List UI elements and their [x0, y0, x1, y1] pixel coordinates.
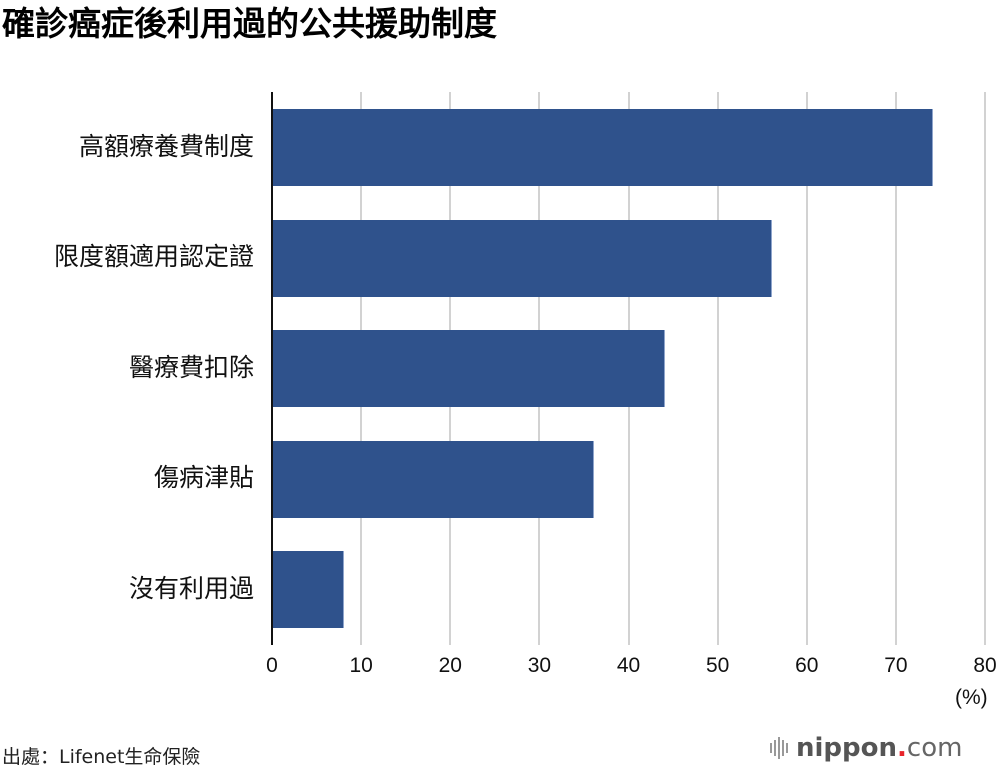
- x-tick-label: 30: [527, 654, 552, 677]
- y-axis-line: [271, 92, 273, 645]
- logo-tld: com: [906, 733, 963, 763]
- gridline: [894, 92, 897, 645]
- gridline: [984, 92, 986, 645]
- bar-1: [272, 219, 773, 297]
- gridline: [716, 92, 719, 645]
- gridline: [805, 92, 808, 645]
- x-tick-label: 50: [705, 654, 730, 677]
- source-note: 出處：Lifenet生命保險: [2, 746, 201, 768]
- x-tick-label: 20: [438, 654, 462, 677]
- x-axis-unit: (%): [955, 686, 988, 709]
- bar-3: [272, 440, 594, 518]
- category-label: 限度額適用認定證: [53, 242, 254, 271]
- bar-4: [272, 551, 345, 628]
- x-tick-label: 10: [349, 654, 373, 677]
- logo-brand: nippon: [796, 733, 898, 763]
- category-label: 沒有利用過: [128, 573, 254, 603]
- x-tick-label: 60: [795, 654, 819, 677]
- x-tick-label: 40: [616, 654, 641, 677]
- nippon-logo: nippon. com: [770, 733, 962, 763]
- sound-bars-icon: [770, 737, 788, 759]
- category-label: 高額療養費制度: [78, 131, 254, 161]
- category-label: 傷病津貼: [153, 463, 254, 492]
- x-tick-label: 70: [884, 654, 908, 677]
- bar-2: [272, 330, 666, 407]
- plot-area: [271, 92, 986, 645]
- chart-title: 確診癌症後利用過的公共援助制度: [2, 4, 497, 43]
- logo-dot: .: [897, 733, 907, 763]
- bar-0: [272, 109, 933, 186]
- category-label: 醫療費扣除: [128, 352, 254, 382]
- x-tick-label: 0: [266, 654, 278, 677]
- x-tick-label: 80: [973, 654, 997, 677]
